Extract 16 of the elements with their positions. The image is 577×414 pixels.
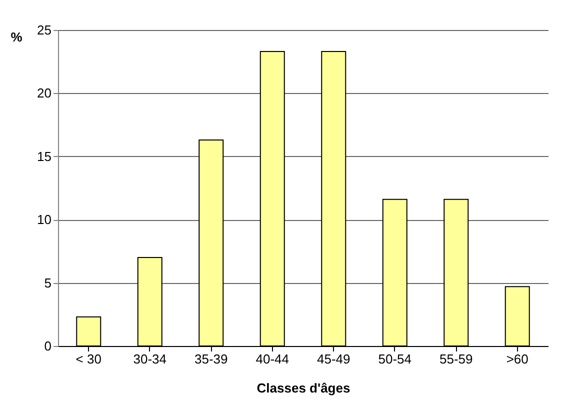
- x-tick-label: 40-44: [256, 352, 289, 366]
- x-tick-label: >60: [506, 352, 528, 366]
- x-tick-label: 45-49: [317, 352, 350, 366]
- x-tick-label: 50-54: [378, 352, 412, 366]
- y-tick-label: 0: [44, 338, 52, 354]
- y-tick-label: 10: [37, 212, 52, 228]
- x-tick-label: 35-39: [194, 352, 228, 366]
- x-tick-label: 55-59: [440, 352, 473, 366]
- y-tick-label: 5: [44, 275, 52, 290]
- x-tick-label: 30-34: [133, 352, 166, 366]
- y-tick-label: 25: [37, 22, 52, 38]
- x-tick-label: < 30: [76, 352, 102, 366]
- y-tick-label: 20: [37, 86, 52, 101]
- y-axis-title: %: [10, 30, 23, 44]
- x-axis-title: Classes d'âges: [256, 380, 350, 396]
- y-tick-label: 15: [37, 148, 52, 164]
